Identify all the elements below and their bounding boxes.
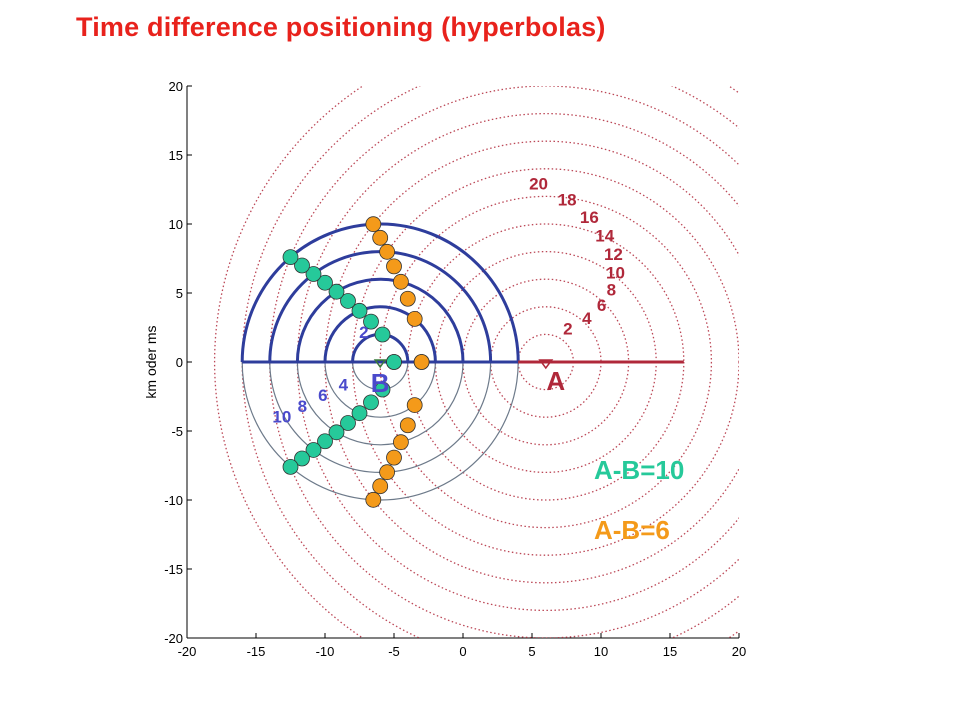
legend-a-minus-b-6: A-B=6 [594, 515, 670, 545]
point-a-minus-b-10 [386, 354, 402, 370]
point-a-minus-b-6 [379, 464, 396, 481]
legend-a-minus-b-10: A-B=10 [594, 455, 685, 485]
ring-b-label: 6 [318, 386, 327, 405]
ring-a-label: 12 [604, 245, 623, 264]
point-a-minus-b-6 [372, 229, 389, 246]
y-tick-label: -20 [164, 631, 183, 646]
point-a-minus-b-10 [340, 415, 356, 431]
ring-b-lower-arc [324, 361, 436, 418]
point-a-minus-b-6 [406, 311, 423, 327]
ring-a-label: 16 [580, 208, 599, 227]
point-a-minus-b-10 [351, 302, 368, 319]
ring-a-label: 14 [595, 226, 614, 245]
y-tick-label: -5 [171, 424, 183, 439]
ring-b-upper-arc [323, 305, 437, 363]
ring-a-label: 20 [529, 175, 548, 194]
point-a-minus-b-6 [379, 243, 396, 260]
station-a-marker [538, 359, 554, 370]
y-tick-label: 20 [169, 79, 183, 94]
ring-b-label: 2 [359, 323, 368, 342]
ring-a-label: 18 [558, 190, 577, 209]
point-a-minus-b-10 [363, 313, 379, 330]
axis-ticks: -20 -15 -10 -5 0 5 10 15 20 20 15 10 5 0 -5 -10 -15 -20 km… [143, 79, 746, 659]
point-a-minus-b-6 [392, 434, 409, 451]
point-a-minus-b-6 [386, 449, 402, 466]
y-tick-label: -10 [164, 493, 183, 508]
ring-b-lower-arc [296, 361, 464, 446]
x-tick-label: 5 [528, 644, 535, 659]
station-a-label: A [546, 366, 565, 396]
x-tick-label: -20 [178, 644, 197, 659]
page-title: Time difference positioning (hyperbolas) [76, 12, 606, 42]
point-a-minus-b-10 [305, 442, 322, 458]
point-a-minus-b-6 [386, 258, 402, 275]
ring-a-label: 2 [563, 319, 572, 338]
point-a-minus-b-6 [399, 417, 416, 434]
point-a-minus-b-10 [317, 274, 333, 291]
intersection-points [282, 216, 554, 508]
point-a-minus-b-10 [282, 249, 299, 266]
ring-a-label: 4 [582, 309, 592, 328]
x-tick-label: 20 [732, 644, 746, 659]
y-tick-label: 0 [176, 355, 183, 370]
station-b-marker [373, 359, 387, 369]
point-a-minus-b-10 [374, 381, 391, 398]
ring-a-circle [214, 86, 739, 638]
y-axis-label: km oder ms [143, 325, 159, 398]
x-tick-label: -10 [316, 644, 335, 659]
point-a-minus-b-10 [294, 257, 310, 274]
point-a-minus-b-6 [392, 273, 409, 290]
ring-b-label: 4 [339, 375, 349, 394]
ring-b-label: 8 [298, 397, 307, 416]
point-a-minus-b-6 [372, 478, 389, 495]
y-tick-label: 15 [169, 148, 183, 163]
x-tick-label: 15 [663, 644, 677, 659]
point-a-minus-b-6 [365, 216, 382, 233]
point-a-minus-b-10 [328, 283, 345, 300]
point-a-minus-b-10 [305, 266, 322, 282]
y-tick-label: 5 [176, 286, 183, 301]
point-a-minus-b-6 [365, 491, 382, 508]
point-a-minus-b-6 [399, 290, 416, 307]
ring-b-label: 10 [272, 408, 291, 427]
ring-a-circle [352, 168, 739, 556]
point-a-minus-b-10 [282, 458, 299, 475]
x-tick-label: 0 [459, 644, 466, 659]
point-a-minus-b-10 [294, 450, 310, 467]
ring-b-upper-arc [295, 277, 465, 363]
x-tick-label: -5 [388, 644, 400, 659]
point-a-minus-b-10 [351, 405, 368, 422]
point-a-minus-b-10 [340, 293, 356, 309]
point-a-minus-b-10 [328, 424, 345, 441]
ring-a-label: 6 [597, 296, 606, 315]
x-tick-label: 10 [594, 644, 608, 659]
rings-station-b [240, 222, 684, 501]
ring-a-label: 8 [607, 281, 616, 300]
y-tick-label: -15 [164, 562, 183, 577]
point-a-minus-b-10 [363, 394, 379, 411]
ring-a-label: 10 [606, 263, 625, 282]
point-a-minus-b-10 [317, 433, 333, 450]
station-b-label: B [371, 368, 390, 398]
x-tick-label: -15 [247, 644, 266, 659]
y-tick-label: 10 [169, 217, 183, 232]
point-a-minus-b-10 [374, 326, 391, 343]
point-a-minus-b-6 [413, 354, 430, 370]
point-a-minus-b-6 [406, 397, 423, 413]
